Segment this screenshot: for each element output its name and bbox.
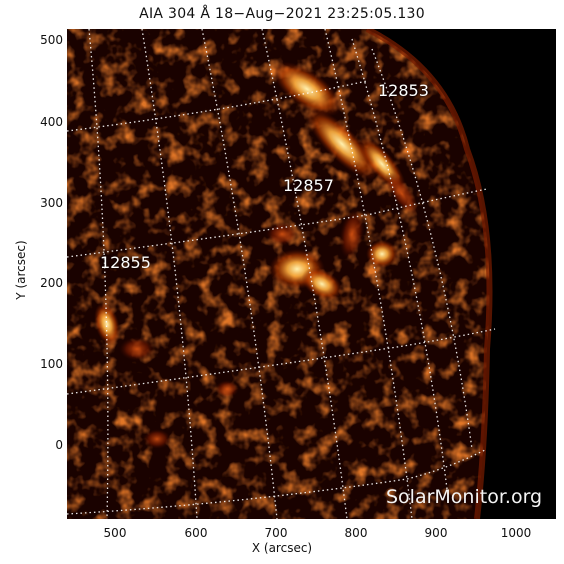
active-region-12853-emission — [272, 61, 420, 217]
image-title: AIA 304 Å 18−Aug−2021 23:25:05.130 — [139, 6, 425, 22]
solar-image-panel: 12853 12857 12855 — [67, 29, 556, 519]
solar-disk-svg — [67, 29, 496, 519]
y-tick-label: 200 — [40, 276, 63, 290]
x-tick-label: 1000 — [500, 526, 532, 540]
y-tick-label: 500 — [40, 33, 63, 47]
x-axis-label: X (arcsec) — [251, 541, 313, 555]
active-region-12855-emission — [94, 302, 239, 449]
x-tick-label: 700 — [264, 526, 288, 540]
y-tick-label: 300 — [40, 196, 63, 210]
x-tick-label: 900 — [424, 526, 448, 540]
y-axis-label: Y (arcsec) — [14, 240, 28, 300]
x-tick-label: 800 — [344, 526, 368, 540]
y-tick-label: 100 — [40, 357, 63, 371]
y-tick-label: 400 — [40, 115, 63, 129]
active-region-12857-emission — [266, 208, 398, 301]
y-tick-label: 0 — [55, 438, 63, 452]
watermark-text: SolarMonitor.org — [386, 486, 543, 508]
heliographic-grid — [67, 29, 496, 519]
limb-glow — [365, 29, 493, 519]
region-label-12857: 12857 — [283, 176, 334, 195]
region-label-12853: 12853 — [378, 81, 429, 100]
region-label-12855: 12855 — [100, 253, 151, 272]
x-tick-label: 500 — [103, 526, 127, 540]
x-tick-label: 600 — [184, 526, 208, 540]
